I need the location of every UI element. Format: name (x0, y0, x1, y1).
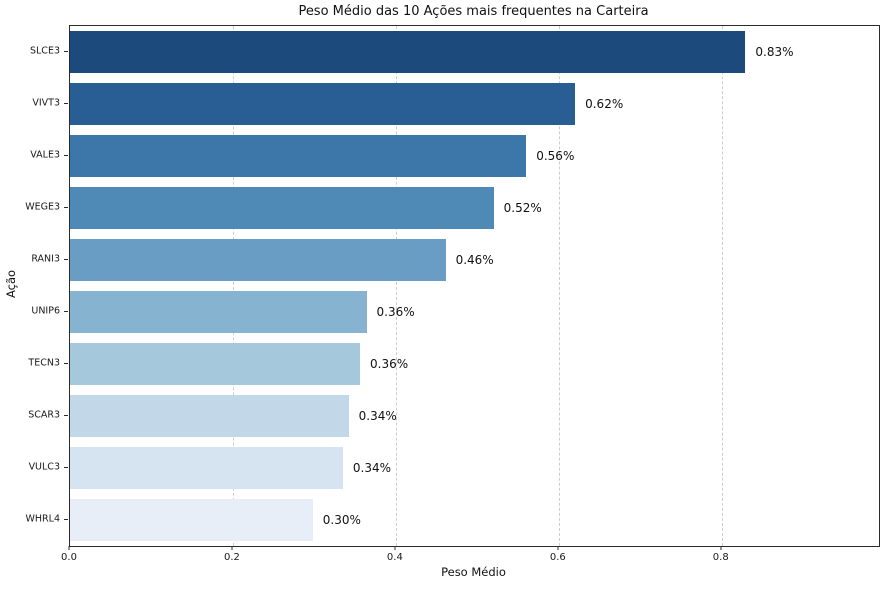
x-axis-ticks: 0.0 0.2 0.4 0.6 0.8 (61, 546, 878, 566)
x-tick-mark-0.0 (68, 546, 70, 550)
bar-value-label-tecn3: 0.36% (370, 357, 409, 371)
y-tick-mark-vulc3 (64, 467, 68, 468)
y-axis-ticks: SLCE3 VIVT3 VALE3 WEGE3 RANI3 UNIP6 TECN3 SCAR3… (0, 25, 69, 545)
y-tick-mark-whrl4 (64, 519, 68, 520)
bar-value-label-scar3: 0.34% (358, 409, 397, 423)
x-tick-label-0.2: 0.2 (223, 552, 240, 563)
bar-value-label-unip6: 0.36% (376, 305, 415, 319)
y-tick-label-wege3: WEGE3 (25, 201, 60, 213)
x-tick-mark-0.2 (231, 546, 233, 550)
y-tick-label-slce3: SLCE3 (29, 45, 60, 57)
x-tick-label-0.0: 0.0 (61, 552, 77, 563)
x-tick-mark-0.8 (720, 546, 722, 550)
y-tick-mark-unip6 (64, 311, 68, 312)
y-tick-mark-scar3 (64, 415, 68, 416)
y-tick-mark-tecn3 (64, 363, 68, 364)
plot-area: 0.83% 0.62% 0.56% 0.52% 0.46% 0.36% 0.36% 0.34%… (69, 25, 880, 547)
y-tick-label-vivt3: VIVT3 (32, 97, 60, 109)
y-tick-label-unip6: UNIP6 (31, 305, 60, 317)
y-tick-label-rani3: RANI3 (31, 253, 60, 265)
bar-slce3 (70, 31, 746, 73)
y-tick-label-tecn3: TECN3 (28, 357, 60, 369)
bar-vale3 (70, 135, 527, 177)
bar-vivt3 (70, 83, 576, 125)
y-tick-mark-vale3 (64, 155, 68, 156)
gridline-x-0.2 (232, 26, 234, 546)
x-tick-mark-0.6 (557, 546, 559, 550)
y-tick-label-vulc3: VULC3 (28, 461, 60, 473)
bar-value-label-vulc3: 0.34% (352, 461, 392, 475)
y-tick-mark-wege3 (64, 207, 68, 208)
y-tick-mark-vivt3 (64, 103, 68, 104)
bar-value-label-slce3: 0.83% (755, 45, 794, 59)
y-tick-mark-rani3 (64, 259, 68, 260)
bar-vulc3 (70, 447, 343, 489)
y-tick-label-whrl4: WHRL4 (25, 513, 60, 525)
x-axis-label: Peso Médio (441, 565, 506, 579)
bar-scar3 (70, 395, 349, 437)
bar-value-label-vivt3: 0.62% (585, 97, 624, 111)
y-tick-label-scar3: SCAR3 (28, 409, 60, 421)
bar-unip6 (70, 291, 367, 333)
x-tick-mark-0.4 (394, 546, 396, 550)
gridline-x-0.8 (721, 26, 723, 546)
bar-tecn3 (70, 343, 361, 385)
bar-rani3 (70, 239, 446, 281)
bar-value-label-rani3: 0.46% (455, 253, 494, 267)
bar-value-label-vale3: 0.56% (536, 149, 575, 163)
gridline-x-0.6 (558, 26, 560, 546)
x-tick-label-0.6: 0.6 (549, 552, 566, 563)
bar-value-label-wege3: 0.52% (503, 201, 542, 215)
bar-value-label-whrl4: 0.30% (322, 513, 361, 527)
y-tick-mark-slce3 (64, 51, 68, 52)
y-tick-label-vale3: VALE3 (30, 149, 60, 161)
bar-whrl4 (70, 499, 313, 541)
x-tick-label-0.8: 0.8 (712, 552, 729, 563)
chart-title: Peso Médio das 10 Ações mais frequentes … (298, 4, 649, 19)
gridline-x-0.4 (395, 26, 397, 546)
x-tick-label-0.4: 0.4 (386, 552, 403, 563)
bar-wege3 (70, 187, 494, 229)
